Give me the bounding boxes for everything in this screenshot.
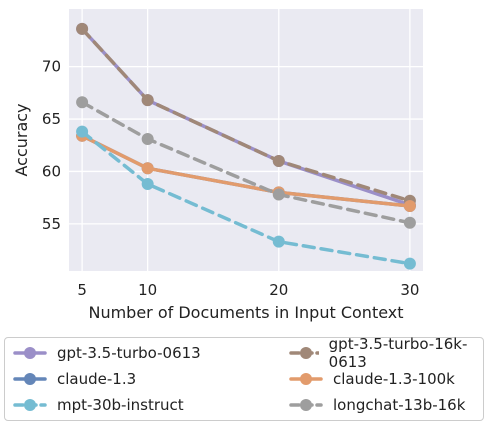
legend-marker xyxy=(300,399,312,411)
legend-label: mpt-30b-instruct xyxy=(57,396,184,414)
legend-label: gpt-3.5-turbo-0613 xyxy=(57,344,201,362)
series-line xyxy=(80,100,412,225)
data-point xyxy=(272,188,285,201)
series-mpt-30b-instruct xyxy=(76,125,416,270)
data-point xyxy=(403,200,416,213)
y-tick-label: 65 xyxy=(42,110,61,128)
x-axis-label: Number of Documents in Input Context xyxy=(88,303,403,322)
legend-item: claude-1.3-100k xyxy=(289,368,455,390)
y-axis-label: Accuracy xyxy=(12,103,31,176)
data-point xyxy=(76,125,89,138)
legend-marker xyxy=(24,347,36,359)
data-point xyxy=(272,235,285,248)
y-tick-label: 70 xyxy=(42,58,61,76)
legend-marker xyxy=(24,373,36,385)
data-point xyxy=(141,94,154,107)
legend-marker xyxy=(300,347,312,359)
y-tick-label: 55 xyxy=(42,215,61,233)
data-point xyxy=(141,162,154,175)
legend-swatch xyxy=(289,399,323,411)
data-point xyxy=(403,216,416,229)
legend-swatch xyxy=(13,347,47,359)
plot-background xyxy=(69,9,423,271)
legend-label: claude-1.3 xyxy=(57,370,137,388)
legend-label: longchat-13b-16k xyxy=(333,396,466,414)
legend-item: gpt-3.5-turbo-0613 xyxy=(13,342,201,364)
x-tick-label: 20 xyxy=(269,281,288,299)
x-tick-label: 5 xyxy=(77,281,87,299)
data-point xyxy=(141,132,154,145)
x-tick-label: 30 xyxy=(400,281,419,299)
data-point xyxy=(76,22,89,35)
legend-label: claude-1.3-100k xyxy=(333,370,455,388)
legend: gpt-3.5-turbo-0613 gpt-3.5-turbo-16k-0613… xyxy=(4,335,484,421)
series-line xyxy=(80,134,412,208)
data-point xyxy=(141,178,154,191)
legend-marker xyxy=(300,373,312,385)
legend-item: longchat-13b-16k xyxy=(289,394,465,416)
legend-marker xyxy=(24,399,36,411)
series-line xyxy=(80,129,412,266)
legend-item: claude-1.3 xyxy=(13,368,136,390)
data-point xyxy=(76,96,89,109)
y-tick-label: 60 xyxy=(42,162,61,180)
legend-swatch xyxy=(13,373,47,385)
legend-swatch xyxy=(289,373,323,385)
legend-label: gpt-3.5-turbo-16k-0613 xyxy=(328,335,468,371)
series-line xyxy=(80,27,412,203)
legend-swatch xyxy=(13,399,47,411)
x-tick-label: 10 xyxy=(138,281,157,299)
data-point xyxy=(272,154,285,167)
series-longchat-13b-16k xyxy=(76,96,416,229)
legend-swatch xyxy=(289,347,319,359)
legend-item: mpt-30b-instruct xyxy=(13,394,184,416)
data-point xyxy=(403,257,416,270)
legend-item: gpt-3.5-turbo-16k-0613 xyxy=(289,335,483,371)
accuracy-line-chart: 5 10 20 30 55 60 65 70 Number of Documents in I… xyxy=(12,9,423,322)
